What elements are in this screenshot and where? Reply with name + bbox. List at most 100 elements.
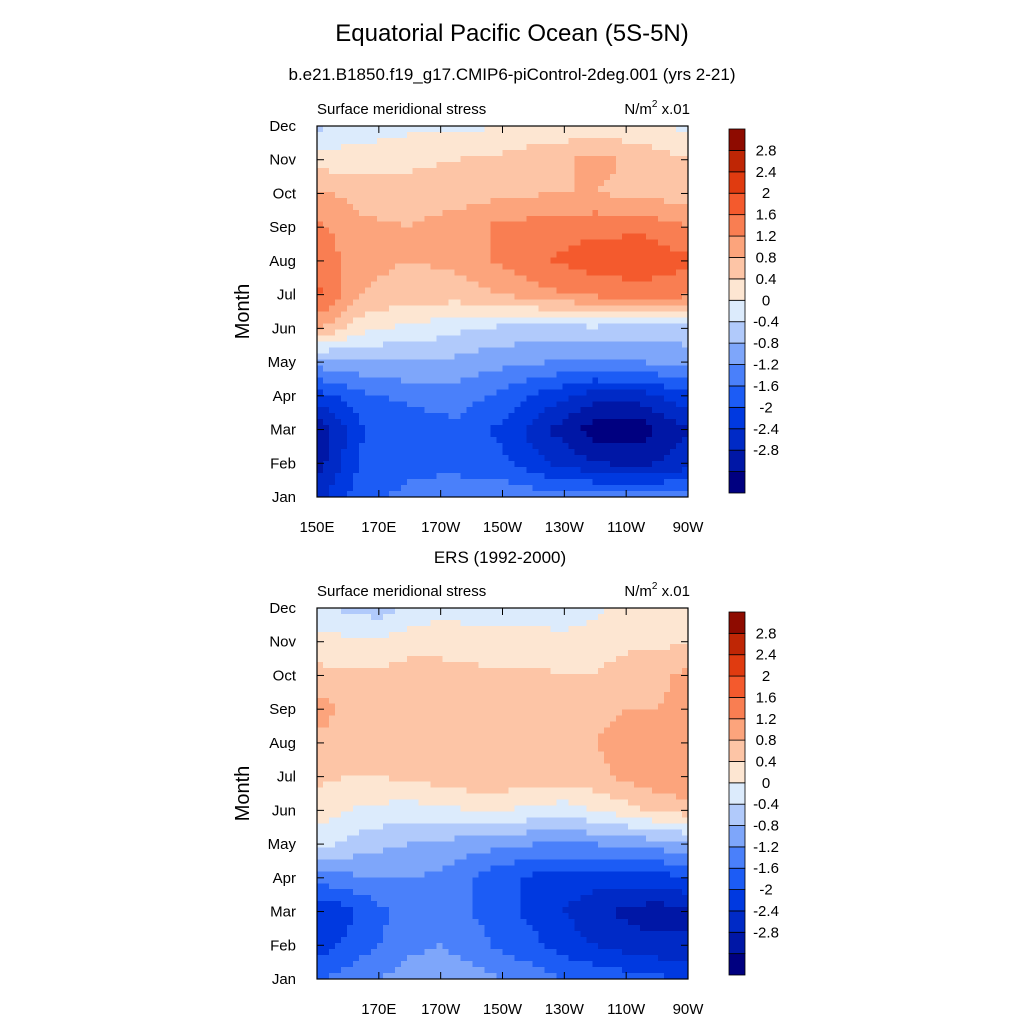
- field-cell: [604, 126, 611, 133]
- field-cell: [460, 491, 468, 498]
- field-cell: [628, 275, 635, 283]
- field-cell: [352, 473, 360, 480]
- field-cell: [664, 673, 671, 681]
- field-cell: [484, 419, 492, 426]
- field-cell: [598, 485, 605, 492]
- model-panel: JanFebMarAprMayJunJulAugSepOctNovDec150E…: [232, 99, 779, 536]
- field-cell: [400, 305, 408, 313]
- field-cell: [550, 263, 557, 271]
- field-cell: [436, 703, 444, 711]
- field-cell: [622, 395, 629, 402]
- field-cell: [670, 293, 677, 301]
- field-cell: [508, 697, 516, 705]
- field-cell: [436, 619, 444, 627]
- field-cell: [502, 473, 510, 480]
- field-cell: [640, 625, 647, 633]
- field-cell: [317, 143, 324, 151]
- field-cell: [658, 179, 665, 187]
- field-cell: [424, 371, 432, 378]
- field-cell: [346, 203, 354, 211]
- field-cell: [658, 383, 665, 390]
- field-cell: [400, 449, 408, 456]
- field-cell: [616, 485, 623, 492]
- field-cell: [622, 191, 629, 199]
- field-cell: [580, 131, 587, 139]
- field-cell: [622, 221, 629, 229]
- field-cell: [346, 461, 354, 468]
- field-cell: [496, 467, 504, 474]
- field-cell: [364, 365, 372, 372]
- field-cell: [442, 347, 450, 354]
- field-cell: [652, 293, 659, 301]
- field-cell: [508, 317, 516, 325]
- field-cell: [544, 685, 551, 693]
- field-cell: [658, 631, 665, 639]
- field-cell: [328, 227, 336, 235]
- field-cell: [634, 461, 641, 468]
- field-cell: [394, 287, 402, 295]
- field-cell: [334, 643, 342, 651]
- field-cell: [628, 203, 635, 211]
- field-cell: [370, 431, 378, 438]
- field-cell: [442, 449, 450, 456]
- field-cell: [664, 437, 671, 444]
- field-cell: [640, 227, 647, 235]
- field-cell: [352, 673, 360, 681]
- field-cell: [682, 479, 689, 486]
- field-cell: [472, 383, 480, 390]
- field-cell: [676, 377, 683, 384]
- field-cell: [514, 673, 522, 681]
- field-cell: [364, 191, 372, 199]
- field-cell: [460, 485, 468, 492]
- field-cell: [574, 329, 581, 337]
- field-cell: [574, 275, 581, 283]
- field-cell: [550, 359, 557, 366]
- field-cell: [556, 239, 563, 247]
- field-cell: [502, 215, 510, 223]
- field-cell: [424, 305, 432, 313]
- field-cell: [358, 257, 366, 265]
- field-cell: [466, 455, 474, 462]
- field-cell: [562, 685, 569, 693]
- field-cell: [526, 619, 534, 627]
- field-cell: [508, 359, 516, 366]
- field-cell: [406, 203, 414, 211]
- field-cell: [526, 215, 534, 223]
- field-cell: [532, 347, 539, 354]
- field-cell: [376, 377, 384, 384]
- field-cell: [586, 395, 593, 402]
- field-cell: [400, 608, 408, 615]
- field-cell: [664, 185, 671, 193]
- field-cell: [532, 311, 539, 319]
- field-cell: [484, 305, 492, 313]
- field-cell: [640, 649, 647, 657]
- field-cell: [406, 461, 414, 468]
- field-cell: [652, 305, 659, 313]
- field-cell: [544, 401, 551, 408]
- field-cell: [317, 485, 324, 492]
- field-cell: [532, 697, 539, 705]
- field-cell: [466, 467, 474, 474]
- field-cell: [436, 697, 444, 705]
- field-cell: [646, 335, 653, 343]
- field-cell: [532, 281, 539, 289]
- field-cell: [412, 323, 420, 331]
- field-cell: [544, 179, 551, 187]
- y-tick-label: Sep: [269, 219, 296, 236]
- field-cell: [562, 275, 569, 283]
- field-cell: [352, 431, 360, 438]
- field-cell: [532, 251, 539, 259]
- field-cell: [664, 395, 671, 402]
- field-cell: [592, 455, 599, 462]
- field-cell: [412, 371, 420, 378]
- field-cell: [436, 685, 444, 693]
- field-cell: [610, 185, 617, 193]
- field-cell: [466, 377, 474, 384]
- field-cell: [532, 619, 539, 627]
- field-cell: [568, 425, 575, 432]
- field-cell: [652, 341, 659, 348]
- field-cell: [328, 353, 336, 360]
- field-cell: [376, 473, 384, 480]
- field-cell: [532, 473, 539, 480]
- field-cell: [352, 383, 360, 390]
